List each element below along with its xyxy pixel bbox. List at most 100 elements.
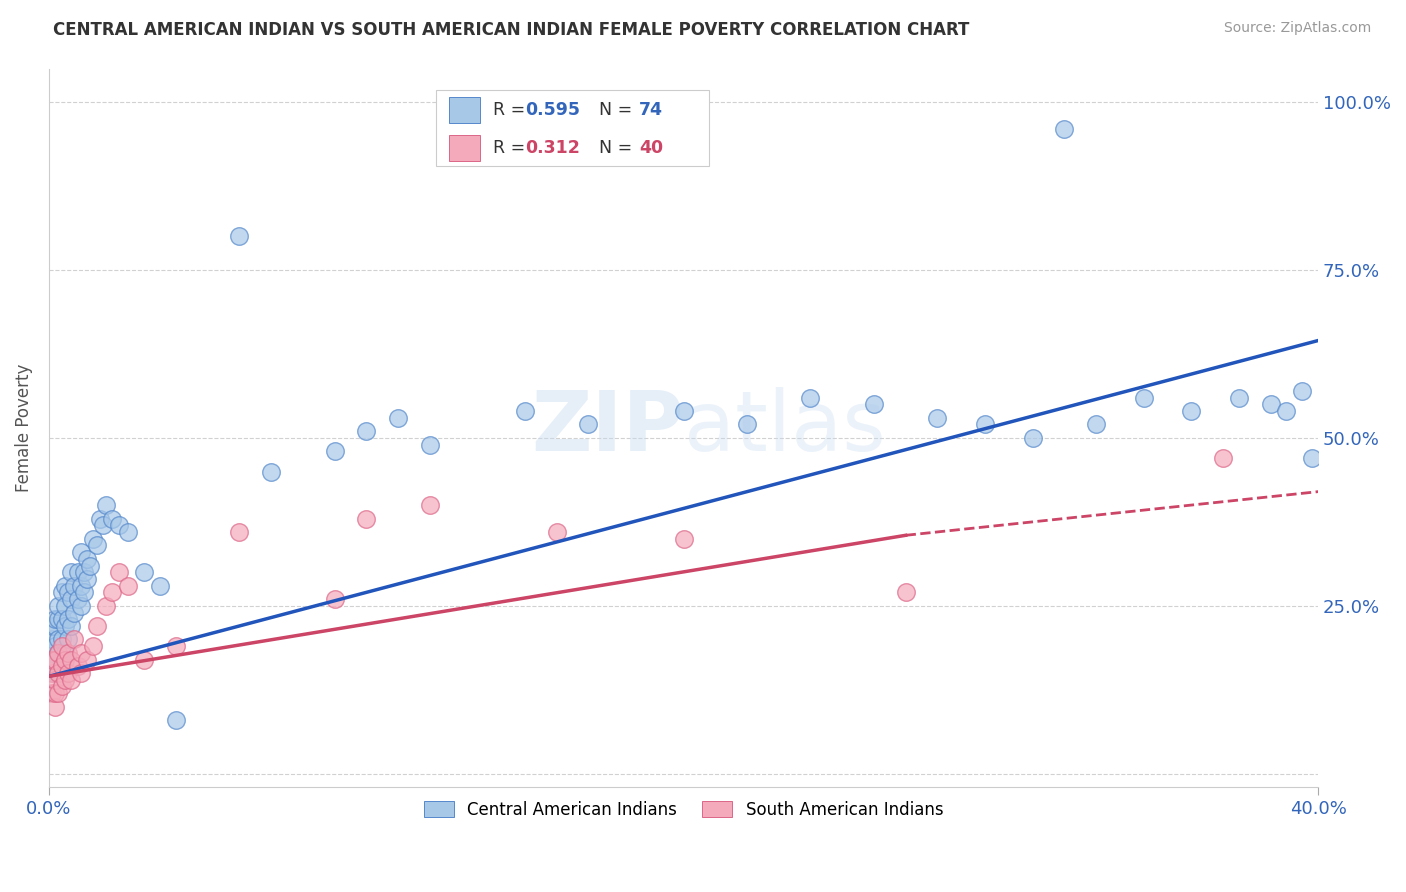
FancyBboxPatch shape: [449, 135, 481, 161]
Point: [117, 524, 139, 539]
Point: [48, 665, 70, 680]
Point: [1227, 391, 1250, 405]
Point: [76, 551, 98, 566]
Point: [51, 680, 73, 694]
Point: [1301, 451, 1323, 466]
Point: [69, 545, 91, 559]
Point: [107, 566, 129, 580]
Point: [76, 572, 98, 586]
Point: [56, 646, 79, 660]
Point: [117, 579, 139, 593]
Point: [66, 566, 89, 580]
Text: R =: R =: [494, 101, 531, 120]
Point: [48, 612, 70, 626]
Point: [53, 619, 76, 633]
Point: [69, 646, 91, 660]
Point: [53, 646, 76, 660]
Point: [576, 417, 599, 432]
Point: [51, 585, 73, 599]
Text: 74: 74: [640, 101, 664, 120]
Point: [1180, 404, 1202, 418]
Point: [56, 585, 79, 599]
Point: [44, 639, 66, 653]
Point: [165, 639, 187, 653]
Text: 40: 40: [640, 138, 664, 157]
Point: [48, 686, 70, 700]
Point: [44, 619, 66, 633]
Point: [48, 646, 70, 660]
Point: [1021, 431, 1043, 445]
Point: [387, 410, 409, 425]
Point: [134, 566, 156, 580]
Point: [1132, 391, 1154, 405]
Point: [60, 673, 83, 687]
Point: [44, 665, 66, 680]
Legend: Central American Indians, South American Indians: Central American Indians, South American…: [418, 794, 950, 826]
Point: [974, 417, 997, 432]
Text: 0.595: 0.595: [524, 101, 579, 120]
Point: [149, 579, 172, 593]
Point: [48, 646, 70, 660]
Point: [89, 511, 111, 525]
Point: [48, 632, 70, 647]
Point: [1275, 404, 1298, 418]
Point: [60, 619, 83, 633]
Point: [1085, 417, 1108, 432]
Point: [51, 612, 73, 626]
Point: [82, 532, 104, 546]
Point: [60, 592, 83, 607]
Point: [53, 652, 76, 666]
Point: [53, 673, 76, 687]
Point: [66, 659, 89, 673]
Point: [51, 639, 73, 653]
Point: [56, 612, 79, 626]
Point: [228, 229, 250, 244]
Point: [53, 599, 76, 613]
Text: N =: N =: [588, 101, 638, 120]
Point: [41, 652, 63, 666]
Point: [41, 632, 63, 647]
Point: [60, 566, 83, 580]
Point: [56, 665, 79, 680]
Point: [863, 397, 886, 411]
Point: [356, 424, 378, 438]
Point: [51, 652, 73, 666]
Point: [69, 599, 91, 613]
Text: Source: ZipAtlas.com: Source: ZipAtlas.com: [1223, 21, 1371, 36]
Point: [48, 665, 70, 680]
Point: [44, 699, 66, 714]
Point: [1212, 451, 1234, 466]
Point: [94, 599, 117, 613]
Point: [56, 632, 79, 647]
Text: CENTRAL AMERICAN INDIAN VS SOUTH AMERICAN INDIAN FEMALE POVERTY CORRELATION CHAR: CENTRAL AMERICAN INDIAN VS SOUTH AMERICA…: [53, 21, 970, 39]
Point: [73, 585, 96, 599]
Text: 0.312: 0.312: [524, 138, 579, 157]
Point: [165, 713, 187, 727]
Point: [356, 511, 378, 525]
Point: [69, 665, 91, 680]
Point: [1260, 397, 1282, 411]
Point: [107, 518, 129, 533]
Point: [513, 404, 536, 418]
Point: [63, 579, 86, 593]
Point: [79, 558, 101, 573]
Point: [86, 538, 108, 552]
Point: [51, 659, 73, 673]
Point: [419, 437, 441, 451]
FancyBboxPatch shape: [449, 97, 481, 123]
Point: [76, 652, 98, 666]
Point: [101, 585, 124, 599]
Point: [63, 632, 86, 647]
Point: [53, 579, 76, 593]
Point: [66, 592, 89, 607]
Point: [323, 592, 346, 607]
Point: [101, 511, 124, 525]
Point: [41, 665, 63, 680]
Text: ZIP: ZIP: [531, 387, 683, 468]
Point: [672, 404, 695, 418]
Point: [94, 498, 117, 512]
Text: N =: N =: [588, 138, 638, 157]
Point: [73, 566, 96, 580]
Point: [82, 639, 104, 653]
Point: [41, 646, 63, 660]
